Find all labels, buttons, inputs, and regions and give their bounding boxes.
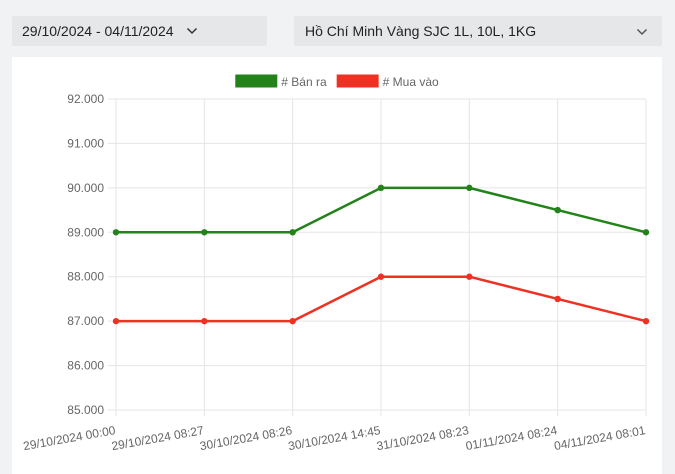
y-tick-label: 89.000 — [67, 225, 104, 239]
x-tick-label: 01/11/2024 08:24 — [465, 423, 559, 453]
series-layer — [112, 184, 650, 325]
y-tick-label: 87.000 — [67, 314, 104, 328]
x-tick-label: 29/10/2024 00:00 — [22, 423, 117, 453]
data-point[interactable] — [554, 295, 561, 303]
y-tick-label: 92.000 — [67, 92, 104, 106]
x-tick-label: 31/10/2024 08:23 — [375, 423, 470, 453]
chevron-down-icon — [636, 25, 648, 37]
data-point[interactable] — [466, 273, 473, 280]
data-point[interactable] — [554, 206, 561, 214]
y-tick-label: 91.000 — [67, 136, 104, 150]
x-tick-label: 30/10/2024 14:45 — [287, 423, 382, 453]
location-select[interactable]: Hồ Chí Minh Vàng SJC 1L, 10L, 1KG — [294, 16, 662, 46]
legend-swatch[interactable] — [235, 74, 278, 88]
y-tick-label: 86.000 — [67, 359, 104, 373]
location-select-label: Hồ Chí Minh Vàng SJC 1L, 10L, 1KG — [305, 23, 537, 39]
price-line-chart: 92.000 91.000 90.000 89.000 88.000 87.000 86.0… — [22, 74, 650, 453]
chart-legend: # Bán ra # Mua vào — [235, 74, 439, 89]
price-chart-card: 92.000 91.000 90.000 89.000 88.000 87.000 86.0… — [12, 57, 662, 474]
data-point[interactable] — [201, 317, 208, 325]
legend-label[interactable]: # Bán ra — [281, 75, 327, 89]
data-point[interactable] — [642, 229, 650, 236]
y-tick-label: 85.000 — [67, 403, 104, 417]
data-point[interactable] — [112, 229, 120, 236]
x-tick-label: 30/10/2024 08:26 — [199, 423, 294, 453]
data-point[interactable] — [377, 184, 385, 192]
date-range-picker[interactable]: 29/10/2024 - 04/11/2024 — [12, 16, 267, 46]
y-tick-label: 88.000 — [67, 270, 104, 284]
data-point[interactable] — [289, 317, 296, 325]
data-point[interactable] — [642, 317, 650, 325]
legend-swatch[interactable] — [336, 74, 379, 88]
y-axis-ticks: 92.000 91.000 90.000 89.000 88.000 87.000 86.0… — [67, 92, 104, 417]
legend-label[interactable]: # Mua vào — [383, 75, 439, 89]
data-point[interactable] — [289, 229, 296, 236]
data-point[interactable] — [112, 317, 120, 325]
grid-layer — [108, 98, 647, 416]
chevron-down-icon — [186, 25, 198, 37]
data-point[interactable] — [466, 184, 473, 192]
date-range-label: 29/10/2024 - 04/11/2024 — [22, 23, 174, 39]
data-point[interactable] — [201, 229, 208, 236]
x-tick-label: 29/10/2024 08:27 — [110, 423, 205, 453]
x-tick-label: 04/11/2024 08:01 — [553, 423, 647, 453]
y-tick-label: 90.000 — [67, 181, 104, 195]
toolbar: 29/10/2024 - 04/11/2024 Hồ Chí Minh Vàng… — [0, 0, 675, 58]
data-point[interactable] — [377, 273, 385, 280]
